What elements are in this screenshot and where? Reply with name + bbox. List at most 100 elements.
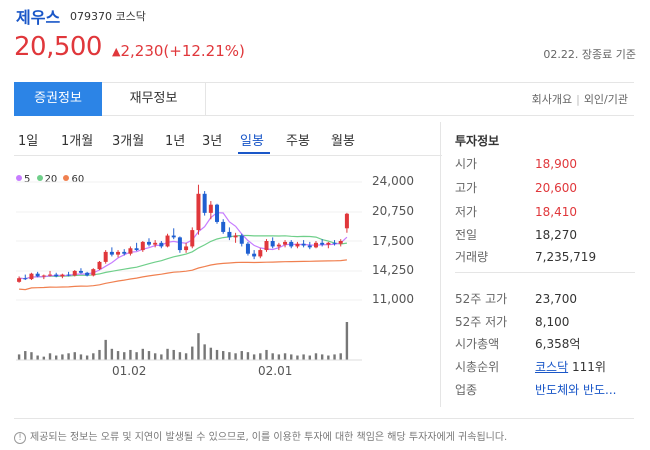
candle-body [97, 261, 102, 270]
volume-bar [92, 353, 95, 360]
volume-bar [166, 348, 169, 360]
info-value: 20,600 [535, 181, 577, 195]
volume-bar [160, 354, 163, 360]
info-title: 투자정보 [455, 134, 500, 148]
volume-bar [184, 353, 188, 360]
info-row-cap-rank: 시총순위 코스닥 111위 [455, 358, 606, 375]
candle-body [332, 242, 337, 244]
candle-body [48, 274, 53, 276]
candle-body [313, 242, 318, 248]
info-value: 7,235,719 [535, 250, 597, 264]
x-tick-label: 01.02 [112, 364, 147, 378]
candle-body [109, 251, 114, 255]
tab-securities-info[interactable]: 증권정보 [14, 82, 102, 116]
volume-bar [73, 352, 76, 360]
market-link[interactable]: 코스닥 [535, 360, 569, 374]
candle-body [202, 193, 207, 213]
candle-body [177, 237, 182, 251]
info-divider [455, 272, 635, 273]
candle-body [338, 241, 343, 244]
candle-body [146, 241, 151, 245]
tab-financial-info[interactable]: 재무정보 [102, 82, 206, 116]
period-3m[interactable]: 3개월 [112, 134, 145, 149]
candle-body [301, 243, 306, 246]
info-key: 전일 [455, 228, 478, 242]
period-3y[interactable]: 3년 [202, 134, 223, 149]
stock-name[interactable]: 제우스 [16, 8, 61, 27]
info-value: 23,700 [535, 292, 577, 306]
period-monthly[interactable]: 월봉 [331, 134, 355, 149]
candle-body [153, 242, 158, 245]
info-value: 18,900 [535, 157, 577, 171]
y-tick-label: 20,750 [372, 204, 414, 218]
candle-body [91, 269, 96, 276]
price-change-value: 2,230(+12.21%) [120, 42, 245, 60]
warning-icon: ! [14, 432, 26, 444]
volume-bar [327, 355, 330, 360]
volume-bar [333, 354, 336, 360]
price-chart[interactable] [0, 170, 440, 390]
candle-body [116, 251, 121, 255]
candle-body [165, 235, 170, 247]
period-daily[interactable]: 일봉 [240, 134, 264, 149]
candle-body [78, 270, 83, 273]
candle-body [128, 248, 133, 254]
link-separator: | [576, 93, 580, 106]
x-tick-label: 02.01 [258, 364, 293, 378]
candle-body [17, 278, 22, 282]
info-row-open: 시가 18,900 [455, 155, 577, 172]
disclaimer-text: 제공되는 정보는 오류 및 지연이 발생될 수 있으므로, 이를 이용한 투자에… [30, 432, 508, 443]
volume-bar [191, 346, 194, 360]
candle-body [85, 272, 90, 276]
candle-body [60, 274, 65, 277]
company-overview-link[interactable]: 회사개요 [531, 93, 573, 106]
volume-bar [271, 353, 274, 360]
volume-bar [42, 356, 46, 360]
current-price: 20,500 [14, 32, 102, 62]
info-row-sector: 업종 반도체와 반도... [455, 381, 617, 398]
volume-bar [234, 353, 237, 360]
info-row-low: 저가 18,410 [455, 203, 577, 220]
price-change: ▲2,230(+12.21%) [112, 42, 245, 60]
period-1m[interactable]: 1개월 [61, 134, 94, 149]
volume-bar [320, 354, 324, 360]
candle-body [320, 242, 325, 245]
info-value: 6,358억 [535, 337, 581, 351]
volume-bar [48, 353, 52, 360]
info-key: 시총순위 [455, 360, 500, 374]
ma60-dot-icon [63, 175, 70, 181]
volume-bar [178, 352, 182, 360]
candle-body [252, 253, 257, 257]
period-1d[interactable]: 1일 [18, 134, 39, 149]
ma60-label: 60 [71, 174, 85, 185]
info-value: 111위 [568, 360, 606, 374]
candle-body [184, 246, 189, 251]
candle-body [239, 235, 244, 244]
candle-body [326, 242, 331, 245]
y-tick-label: 17,500 [372, 234, 414, 248]
volume-bar [104, 339, 107, 360]
volume-bar [215, 349, 219, 360]
sector-link[interactable]: 반도체와 반도... [535, 383, 617, 397]
info-key: 고가 [455, 181, 478, 195]
info-key: 시가 [455, 157, 478, 171]
candle-body [258, 250, 263, 257]
foreign-institution-link[interactable]: 외인/기관 [583, 93, 628, 106]
candle-body [245, 243, 250, 254]
candle-body [208, 204, 213, 213]
period-1y[interactable]: 1년 [165, 134, 186, 149]
volume-bar [17, 354, 21, 360]
info-row-52w-high: 52주 고가 23,700 [455, 290, 577, 307]
volume-bar [153, 353, 157, 360]
period-weekly[interactable]: 주봉 [286, 134, 310, 149]
volume-bar [222, 351, 225, 360]
volume-bar [345, 322, 349, 360]
volume-bar [55, 355, 58, 360]
volume-bar [296, 355, 299, 360]
candle-body [215, 204, 220, 222]
info-key: 거래량 [455, 250, 489, 264]
candle-body [233, 235, 238, 238]
candle-body [122, 251, 127, 254]
ma20-label: 20 [44, 174, 58, 185]
volume-bar [290, 354, 293, 360]
